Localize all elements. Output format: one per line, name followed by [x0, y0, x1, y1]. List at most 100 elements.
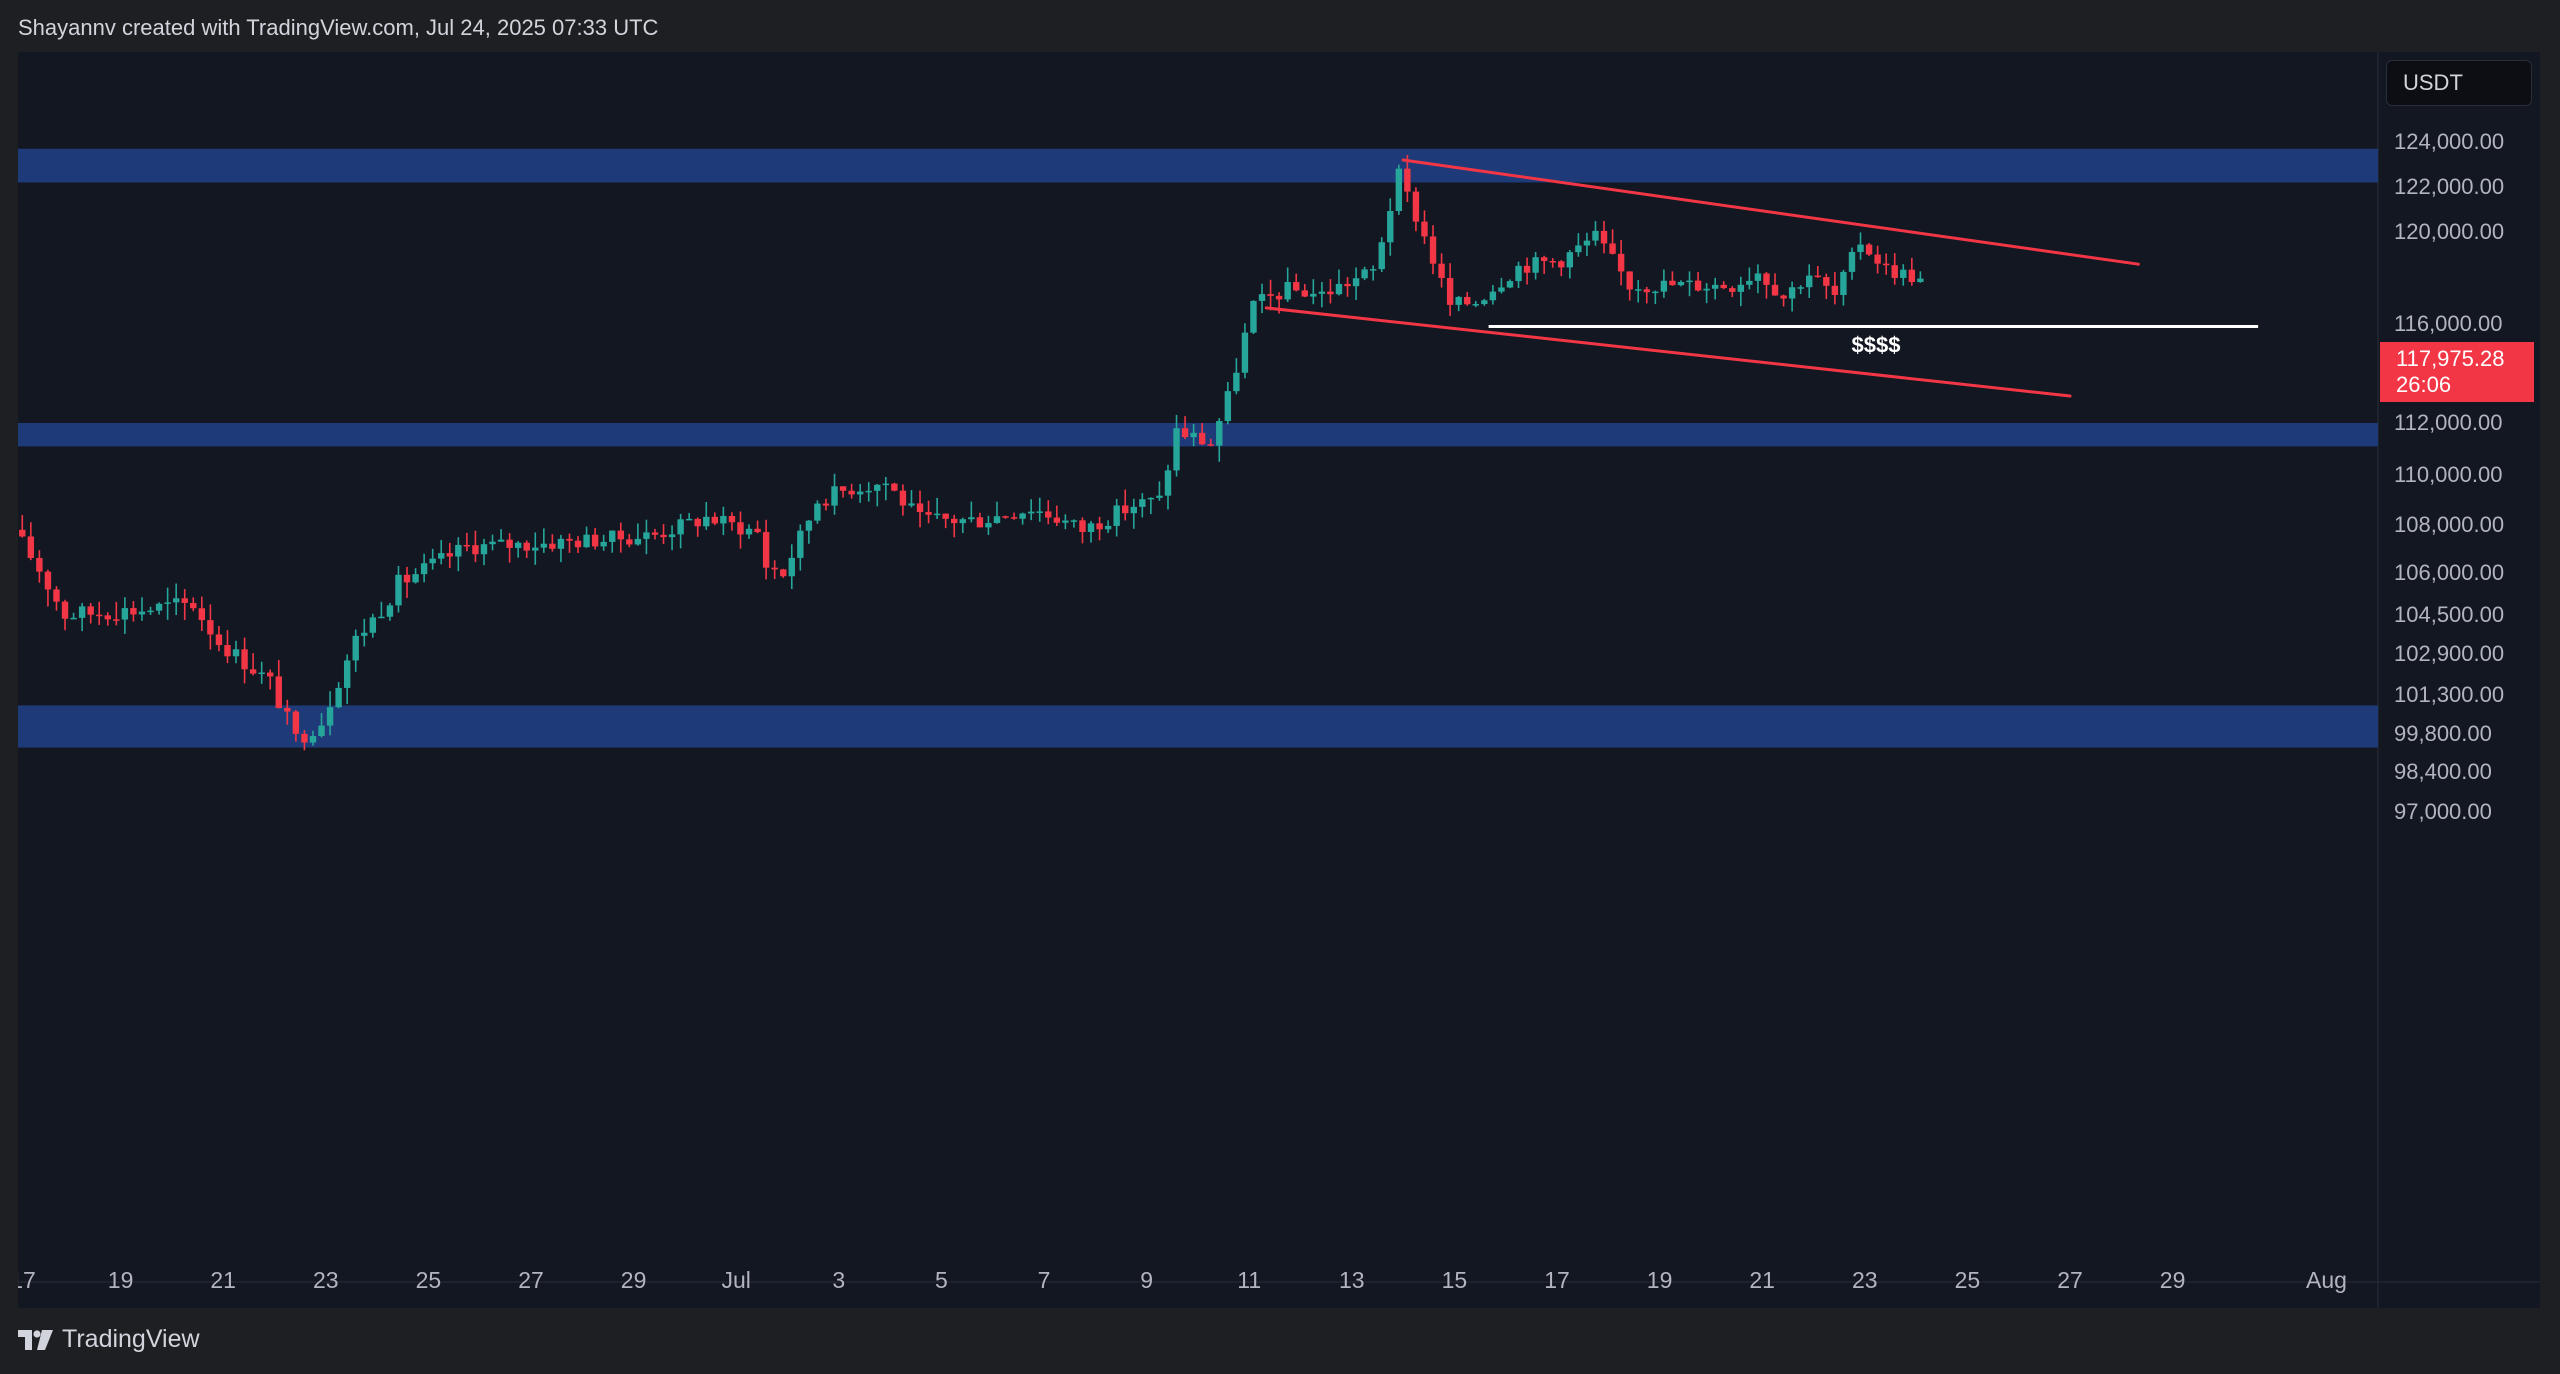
candle-body — [87, 606, 94, 615]
candle — [480, 538, 488, 566]
candle-body — [703, 516, 710, 527]
candle — [96, 601, 103, 625]
candle-body — [267, 672, 274, 677]
candle — [634, 523, 642, 546]
candle-body — [1763, 273, 1770, 285]
candle-body — [1806, 275, 1813, 288]
candle — [489, 534, 496, 551]
candle — [1788, 281, 1796, 312]
candle-body — [1113, 505, 1120, 526]
supply-demand-zone-3[interactable] — [18, 705, 2378, 748]
candle-body — [472, 545, 479, 555]
candle — [1711, 277, 1719, 300]
candle-body — [839, 486, 847, 491]
candle — [207, 604, 214, 650]
candle — [968, 501, 975, 523]
candle-body — [1660, 280, 1668, 292]
candle-body — [745, 528, 753, 535]
candle-body — [856, 491, 864, 495]
candle-body — [232, 649, 240, 657]
candle — [822, 498, 830, 511]
candle-body — [78, 606, 86, 618]
currency-selector[interactable]: USDT — [2386, 60, 2532, 106]
candle — [993, 501, 1001, 524]
candle — [549, 534, 556, 552]
candle-body — [1216, 421, 1223, 446]
candle-body — [113, 619, 120, 621]
candle-body — [19, 529, 26, 537]
candle — [19, 515, 26, 538]
candle — [745, 524, 753, 539]
candle — [1207, 438, 1214, 447]
candle — [1464, 292, 1471, 306]
candle-body — [1369, 269, 1377, 271]
candle-body — [1164, 470, 1172, 496]
candle — [1515, 261, 1522, 289]
price-tick-label: 102,900.00 — [2394, 641, 2504, 666]
candle — [1771, 273, 1779, 296]
candle-body — [241, 649, 248, 670]
candle — [1703, 283, 1710, 304]
candle — [292, 709, 300, 742]
candle-body — [822, 503, 830, 506]
candle — [882, 476, 890, 501]
candle — [44, 569, 52, 607]
candle-body — [942, 513, 949, 519]
candle-body — [53, 589, 60, 602]
candle-body — [685, 518, 693, 521]
time-tick-label: 23 — [313, 1267, 339, 1293]
chart-attribution: Shayannv created with TradingView.com, J… — [18, 15, 659, 40]
time-tick-label: 5 — [935, 1267, 948, 1293]
candle — [53, 586, 60, 611]
candle — [523, 540, 530, 559]
candle-body — [44, 571, 52, 590]
candle-body — [104, 615, 111, 620]
candle-body — [352, 635, 359, 661]
candle — [959, 517, 966, 534]
candle — [1848, 247, 1856, 280]
candle-body — [1104, 525, 1112, 530]
candle-body — [1122, 505, 1129, 514]
candle-body — [1703, 288, 1710, 291]
candle — [497, 529, 505, 542]
price-tick-label: 98,400.00 — [2394, 759, 2492, 784]
candle — [1686, 271, 1693, 297]
time-tick-label: 29 — [2160, 1267, 2186, 1293]
candle-body — [403, 574, 411, 583]
candle — [711, 512, 719, 526]
candle — [651, 528, 659, 540]
price-tick-label: 106,000.00 — [2394, 560, 2504, 585]
chart-area[interactable]: $$$$ 124,000.00 122,000.00 120,000.00 116,0… — [18, 52, 2540, 1308]
candle-body — [557, 538, 565, 549]
candle — [609, 530, 616, 553]
time-tick-label: 27 — [518, 1267, 544, 1293]
candle — [1643, 286, 1650, 304]
candle-body — [985, 523, 992, 528]
footer-branding[interactable]: TradingView — [18, 1325, 200, 1354]
candle-body — [1540, 257, 1548, 262]
price-chart[interactable]: $$$$ 124,000.00 122,000.00 120,000.00 116,0… — [18, 52, 2540, 1308]
candle — [472, 530, 479, 563]
candle — [429, 548, 436, 570]
candle — [1660, 269, 1668, 298]
trendline-lower[interactable] — [1264, 306, 2072, 398]
candle-body — [694, 518, 701, 527]
candle — [1412, 187, 1420, 232]
time-tick-label: 17 — [1544, 1267, 1570, 1293]
candle-body — [1395, 168, 1403, 212]
time-tick-label: 15 — [1442, 1267, 1468, 1293]
candle — [147, 606, 154, 615]
candle — [797, 524, 804, 571]
candle — [1857, 232, 1864, 260]
candle-body — [1190, 432, 1197, 438]
supply-demand-zone-2[interactable] — [18, 423, 2378, 447]
supply-demand-zone-1[interactable] — [18, 148, 2378, 183]
candle — [1002, 515, 1009, 519]
candle-body — [1284, 282, 1291, 300]
candle-body — [1173, 428, 1180, 471]
candle-body — [96, 614, 103, 617]
trendline-upper[interactable] — [1401, 158, 2140, 266]
candle-body — [1917, 278, 1924, 283]
candle-body — [420, 563, 428, 575]
candle-body — [318, 725, 325, 736]
